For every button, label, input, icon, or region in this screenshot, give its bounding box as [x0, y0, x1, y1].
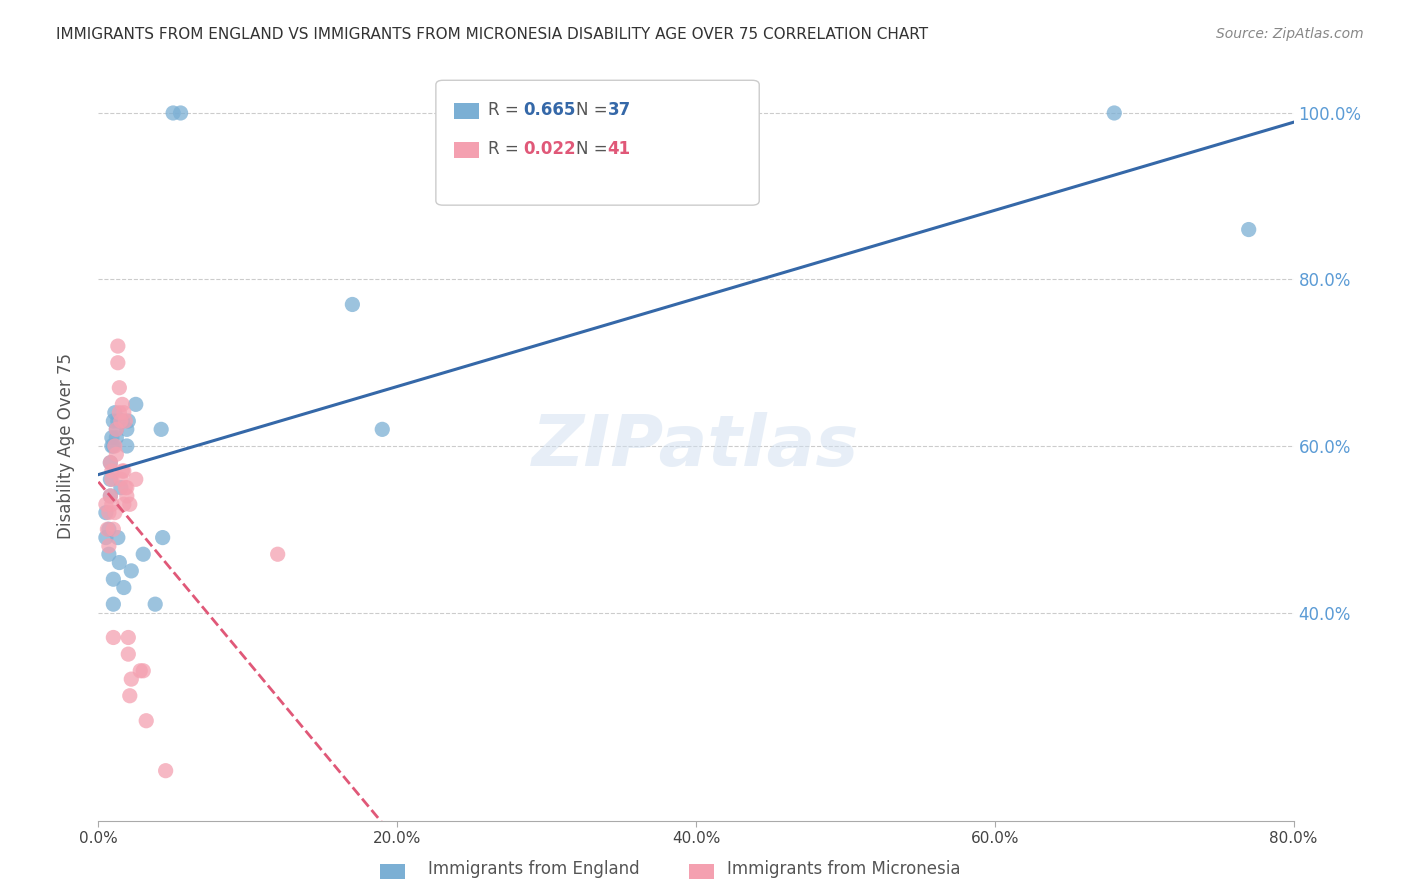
- Point: [169, 106, 191, 120]
- Point: [152, 531, 174, 545]
- Point: [112, 497, 135, 511]
- Y-axis label: Disability Age Over 75: Disability Age Over 75: [56, 353, 75, 539]
- Point: [98, 489, 122, 503]
- Point: [143, 597, 166, 611]
- Point: [114, 481, 136, 495]
- Point: [94, 531, 117, 545]
- Text: 41: 41: [607, 140, 630, 158]
- Point: [103, 572, 125, 586]
- Point: [103, 631, 125, 645]
- Point: [110, 472, 132, 486]
- Point: [118, 497, 141, 511]
- Text: IMMIGRANTS FROM ENGLAND VS IMMIGRANTS FROM MICRONESIA DISABILITY AGE OVER 75 COR: IMMIGRANTS FROM ENGLAND VS IMMIGRANTS FR…: [56, 27, 928, 42]
- Point: [135, 714, 157, 728]
- Point: [112, 581, 135, 595]
- Point: [129, 664, 152, 678]
- Text: 37: 37: [607, 101, 631, 119]
- Point: [1104, 106, 1126, 120]
- Point: [96, 522, 118, 536]
- Point: [342, 297, 364, 311]
- Point: [107, 339, 129, 353]
- Point: [107, 531, 129, 545]
- Point: [132, 547, 155, 561]
- Point: [107, 414, 129, 428]
- Point: [112, 406, 135, 420]
- Point: [117, 414, 139, 428]
- Point: [150, 422, 173, 436]
- Text: N =: N =: [576, 140, 613, 158]
- Text: 0.022: 0.022: [523, 140, 575, 158]
- Point: [105, 447, 128, 461]
- Text: Source: ZipAtlas.com: Source: ZipAtlas.com: [1216, 27, 1364, 41]
- Point: [371, 422, 394, 436]
- Text: Immigrants from England: Immigrants from England: [429, 860, 640, 878]
- Point: [132, 664, 155, 678]
- Point: [112, 464, 135, 478]
- Point: [110, 414, 132, 428]
- Point: [115, 481, 138, 495]
- Point: [111, 464, 134, 478]
- Text: 0.665: 0.665: [523, 101, 575, 119]
- Point: [98, 489, 122, 503]
- Point: [104, 406, 127, 420]
- Point: [101, 497, 124, 511]
- Point: [125, 397, 148, 411]
- Point: [110, 481, 132, 495]
- Point: [108, 406, 131, 420]
- Point: [118, 689, 141, 703]
- Point: [108, 556, 131, 570]
- Point: [117, 647, 139, 661]
- Text: R =: R =: [488, 101, 524, 119]
- Point: [94, 506, 117, 520]
- Point: [97, 539, 120, 553]
- Point: [105, 431, 128, 445]
- Point: [155, 764, 177, 778]
- Point: [97, 522, 120, 536]
- Point: [98, 456, 122, 470]
- Point: [97, 547, 120, 561]
- Point: [1237, 222, 1260, 236]
- Point: [162, 106, 184, 120]
- Point: [105, 422, 128, 436]
- Point: [101, 439, 124, 453]
- Point: [103, 597, 125, 611]
- Point: [103, 439, 125, 453]
- Point: [115, 489, 138, 503]
- Point: [120, 564, 142, 578]
- Point: [107, 356, 129, 370]
- Point: [108, 381, 131, 395]
- Point: [94, 497, 117, 511]
- Point: [120, 672, 142, 686]
- Point: [101, 472, 124, 486]
- Point: [103, 414, 125, 428]
- Point: [111, 414, 134, 428]
- Point: [267, 547, 290, 561]
- Text: ZIPatlas: ZIPatlas: [533, 411, 859, 481]
- Point: [103, 522, 125, 536]
- Text: Immigrants from Micronesia: Immigrants from Micronesia: [727, 860, 960, 878]
- Text: N =: N =: [576, 101, 613, 119]
- Point: [101, 464, 124, 478]
- Point: [97, 506, 120, 520]
- Point: [115, 422, 138, 436]
- Point: [125, 472, 148, 486]
- Point: [117, 631, 139, 645]
- Point: [115, 439, 138, 453]
- Point: [104, 439, 127, 453]
- Point: [105, 422, 128, 436]
- Point: [111, 397, 134, 411]
- Point: [114, 414, 136, 428]
- Text: R =: R =: [488, 140, 524, 158]
- Point: [101, 431, 124, 445]
- Point: [98, 456, 122, 470]
- Point: [98, 472, 122, 486]
- Point: [104, 506, 127, 520]
